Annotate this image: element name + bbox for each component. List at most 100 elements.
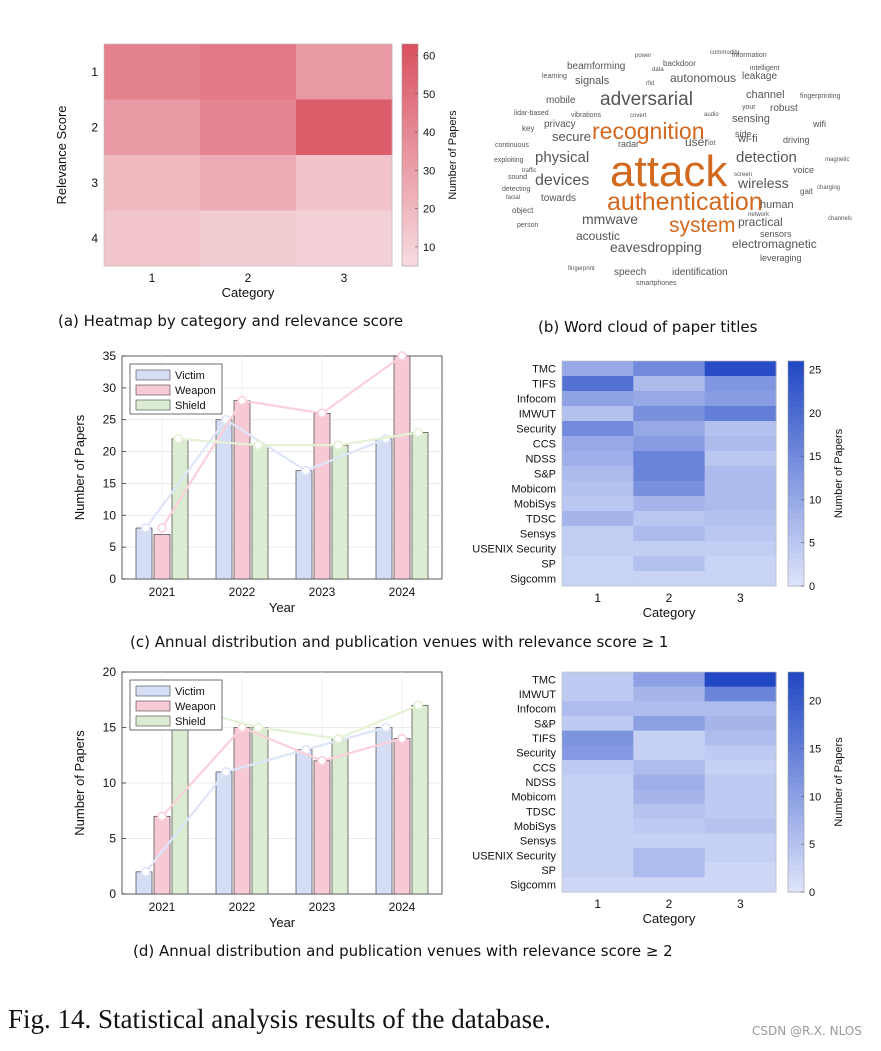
word-cloud-term: authentication: [607, 188, 763, 216]
bar-victim: [375, 727, 393, 895]
word-cloud: attack authentication recognition system adv…: [480, 40, 870, 310]
word-cloud-term: radar: [618, 139, 640, 149]
subcaption-b: (b) Word cloud of paper titles: [538, 318, 758, 336]
x-axis-label: Year: [269, 600, 296, 615]
colorbar-tick-label: 10: [423, 242, 435, 254]
y-tick-label: Sigcomm: [510, 574, 556, 586]
bar-weapon: [153, 815, 171, 895]
colorbar-label: Number of Papers: [833, 737, 845, 827]
colorbar-swatch: [788, 496, 804, 503]
colorbar-swatch: [402, 204, 418, 212]
colorbar-swatch: [402, 71, 418, 78]
y-tick-label: SP: [541, 865, 556, 877]
legend-swatch: [135, 384, 171, 396]
colorbar-swatch: [788, 529, 804, 536]
colorbar-swatch: [402, 177, 418, 184]
word-cloud-term: physical: [535, 149, 590, 166]
x-tick-label: 2023: [309, 585, 336, 599]
legend-label: Weapon: [175, 385, 216, 397]
word-cloud-term: commodity: [710, 50, 740, 56]
heatmap-cell: [633, 818, 706, 834]
legend-swatch: [135, 700, 171, 712]
bar-victim: [375, 438, 393, 580]
trend-point-weapon: [397, 733, 407, 744]
y-tick-label: NDSS: [525, 454, 556, 466]
colorbar-swatch: [788, 705, 804, 712]
colorbar-swatch: [402, 260, 418, 267]
y-tick-label: CCS: [533, 439, 556, 451]
heatmap-cell: [633, 804, 706, 820]
legend-swatch: [135, 399, 171, 411]
y-tick-label: USENIX Security: [472, 544, 556, 556]
heatmap-cell: [704, 804, 777, 820]
colorbar-swatch: [402, 44, 418, 51]
heatmap-cell: [704, 421, 777, 437]
y-tick-label: 5: [109, 540, 116, 554]
colorbar-tick-label: 0: [809, 887, 815, 899]
colorbar-swatch: [788, 831, 804, 838]
bar-shield: [411, 432, 429, 580]
heatmap-cell: [704, 496, 777, 512]
y-axis-label: Relevance Score: [54, 106, 69, 205]
trend-point-victim: [300, 465, 311, 476]
colorbar-swatch: [402, 93, 418, 101]
colorbar-swatch: [788, 732, 804, 739]
colorbar-swatch: [402, 182, 418, 189]
heatmap-cell: [704, 862, 777, 878]
word-cloud-term: user: [685, 135, 709, 149]
colorbar-swatch: [788, 881, 804, 888]
word-cloud-term: eavesdropping: [610, 239, 702, 255]
heatmap-cell: [704, 466, 777, 482]
colorbar-swatch: [402, 232, 418, 239]
word-cloud-term: object: [512, 206, 534, 215]
colorbar-swatch: [788, 422, 804, 430]
word-cloud-term: human: [760, 199, 794, 211]
y-tick-label: 15: [103, 476, 117, 490]
colorbar-swatch: [788, 445, 804, 452]
y-tick-label: 10: [103, 776, 117, 790]
colorbar-swatch: [788, 535, 804, 542]
y-tick-label: IMWUT: [519, 409, 557, 421]
colorbar-swatch: [402, 193, 418, 200]
bar-shield: [411, 704, 429, 895]
y-tick-label: S&P: [534, 718, 556, 730]
colorbar-swatch: [788, 716, 804, 723]
trend-point-weapon: [157, 523, 167, 533]
y-tick-label: TDSC: [526, 806, 556, 818]
y-tick-label: Security: [516, 424, 556, 436]
heatmap-cell: [704, 541, 777, 557]
colorbar-swatch: [402, 132, 418, 139]
heatmap-cell: [562, 406, 634, 422]
word-cloud-term: towards: [541, 193, 577, 204]
y-tick-label: TDSC: [526, 514, 556, 526]
heatmap-cell: [562, 877, 634, 893]
heatmap-cell: [296, 44, 393, 100]
heatmap-cell: [704, 686, 777, 702]
bar-weapon: [313, 412, 331, 580]
colorbar-swatch: [788, 870, 804, 877]
y-tick-label: Mobicom: [511, 484, 556, 496]
y-tick-label: IMWUT: [519, 689, 557, 701]
colorbar-tick-label: 0: [809, 581, 815, 593]
heatmap-cell: [633, 556, 706, 572]
heatmap-cell: [633, 421, 706, 437]
word-cloud-term: channel: [746, 89, 785, 101]
word-cloud-term: learning: [542, 73, 567, 80]
heatmap-cell: [633, 716, 706, 732]
word-cloud-term: traffic: [522, 168, 537, 174]
colorbar-swatch: [402, 138, 418, 145]
word-cloud-term: rfid: [646, 81, 655, 87]
heatmap-cell: [633, 877, 706, 893]
heatmap-cell: [296, 155, 393, 211]
trend-point-shield: [333, 733, 344, 744]
trend-point-shield: [333, 440, 344, 450]
y-tick-label: 25: [103, 413, 117, 427]
word-cloud-term: voice: [793, 165, 815, 175]
word-cloud-term: sound: [508, 174, 528, 181]
colorbar-swatch: [788, 776, 804, 783]
word-cloud-term: gait: [800, 187, 813, 196]
heatmap-cell: [562, 421, 634, 437]
colorbar-swatch: [788, 361, 804, 368]
heatmap-cell: [633, 541, 706, 557]
colorbar-swatch: [788, 428, 804, 435]
